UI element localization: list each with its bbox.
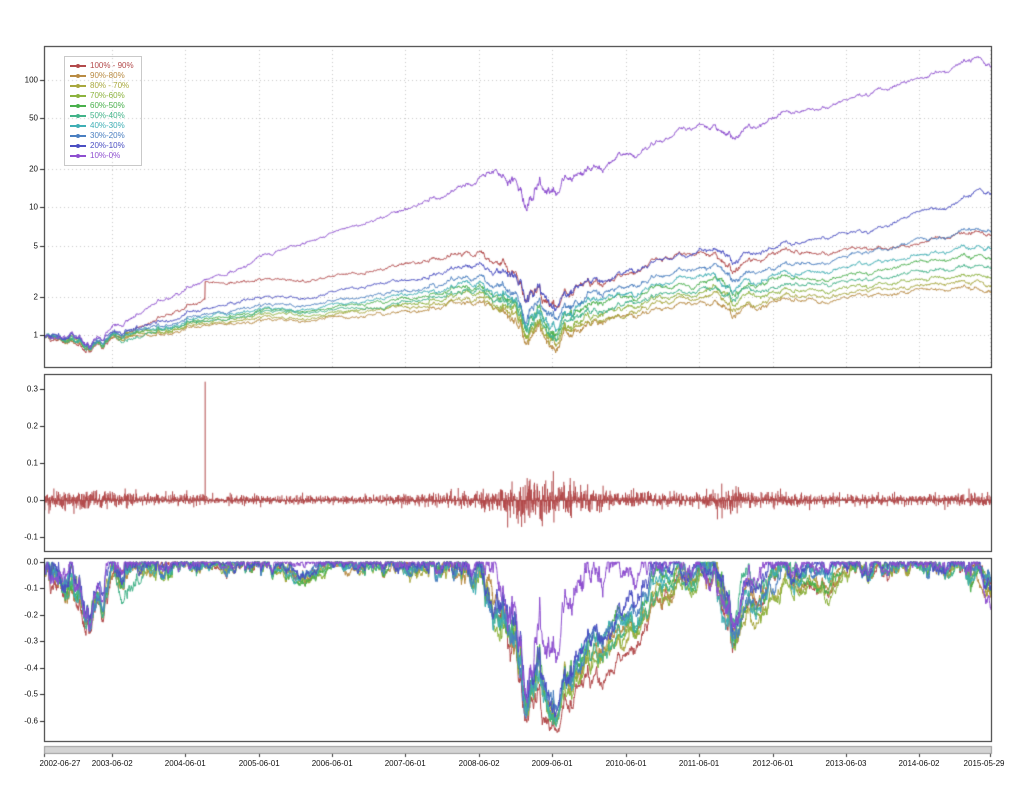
legend-point-icon xyxy=(76,74,80,78)
x-tick-label: 2015-05-29 xyxy=(963,759,1005,768)
legend-item: 10%-0% xyxy=(70,151,134,161)
y-tick-label: 10 xyxy=(29,202,38,212)
legend-label: 60%-50% xyxy=(90,101,125,110)
legend-item: 90%-80% xyxy=(70,71,134,81)
legend-point-icon xyxy=(76,154,80,158)
legend-label: 30%-20% xyxy=(90,131,125,140)
y-tick-label: 0.0 xyxy=(26,495,38,505)
legend-item: 50%-40% xyxy=(70,111,134,121)
y-tick-label: 1 xyxy=(33,330,38,340)
y-tick-label: -0.6 xyxy=(24,716,38,726)
legend-label: 50%-40% xyxy=(90,111,125,120)
legend-label: 20%-10% xyxy=(90,141,125,150)
y-tick-label: 0.1 xyxy=(26,458,38,468)
legend-label: 10%-0% xyxy=(90,151,121,160)
legend-item: 70%-60% xyxy=(70,91,134,101)
legend-point-icon xyxy=(76,134,80,138)
legend-line-icon xyxy=(70,94,86,98)
y-tick-label: 100 xyxy=(24,75,38,85)
y-tick-label: -0.1 xyxy=(24,532,38,542)
y-tick-label: 20 xyxy=(29,164,38,174)
legend-line-icon xyxy=(70,134,86,138)
legend-line-icon xyxy=(70,114,86,118)
x-tick-label: 2006-06-01 xyxy=(311,759,353,768)
y-tick-label: 5 xyxy=(33,241,38,251)
x-tick-label: 2010-06-01 xyxy=(605,759,647,768)
legend-item: 80% - 70% xyxy=(70,81,134,91)
legend-point-icon xyxy=(76,124,80,128)
legend-point-icon xyxy=(76,94,80,98)
y-tick-label: 50 xyxy=(29,113,38,123)
x-tick-label: 2005-06-01 xyxy=(238,759,280,768)
x-tick-label: 2003-06-02 xyxy=(91,759,133,768)
y-tick-label: -0.4 xyxy=(24,663,38,673)
y-tick-label: 0.2 xyxy=(26,421,38,431)
legend-point-icon xyxy=(76,104,80,108)
x-tick-label: 2012-06-01 xyxy=(752,759,794,768)
legend-label: 100% - 90% xyxy=(90,61,134,70)
x-tick-label: 2011-06-01 xyxy=(678,759,720,768)
legend-point-icon xyxy=(76,114,80,118)
x-tick-label: 2014-06-02 xyxy=(898,759,940,768)
legend-item: 60%-50% xyxy=(70,101,134,111)
legend-line-icon xyxy=(70,104,86,108)
legend-line-icon xyxy=(70,74,86,78)
y-tick-label: 0.3 xyxy=(26,384,38,394)
legend-item: 20%-10% xyxy=(70,141,134,151)
legend-item: 30%-20% xyxy=(70,131,134,141)
y-tick-label: 2 xyxy=(33,292,38,302)
x-tick-label: 2004-06-01 xyxy=(164,759,206,768)
x-tick-label: 2007-06-01 xyxy=(384,759,426,768)
legend-point-icon xyxy=(76,84,80,88)
legend-point-icon xyxy=(76,144,80,148)
legend-line-icon xyxy=(70,64,86,68)
legend-item: 40%-30% xyxy=(70,121,134,131)
legend-line-icon xyxy=(70,84,86,88)
legend-line-icon xyxy=(70,144,86,148)
legend-label: 40%-30% xyxy=(90,121,125,130)
legend-item: 100% - 90% xyxy=(70,61,134,71)
y-tick-label: 0.0 xyxy=(26,557,38,567)
x-tick-label: 2008-06-02 xyxy=(458,759,500,768)
x-tick-label: 2009-06-01 xyxy=(531,759,573,768)
legend-label: 90%-80% xyxy=(90,71,125,80)
legend: 100% - 90% 90%-80% 80% - 70% 70%-60% 60%-50%… xyxy=(64,56,142,166)
y-tick-label: -0.3 xyxy=(24,636,38,646)
y-tick-label: -0.1 xyxy=(24,583,38,593)
legend-label: 80% - 70% xyxy=(90,81,130,90)
x-tick-label: 2002-06-27 xyxy=(39,759,81,768)
legend-point-icon xyxy=(76,64,80,68)
legend-label: 70%-60% xyxy=(90,91,125,100)
legend-line-icon xyxy=(70,154,86,158)
x-tick-label: 2013-06-03 xyxy=(825,759,867,768)
legend-line-icon xyxy=(70,124,86,128)
y-tick-label: -0.2 xyxy=(24,610,38,620)
y-tick-label: -0.5 xyxy=(24,689,38,699)
